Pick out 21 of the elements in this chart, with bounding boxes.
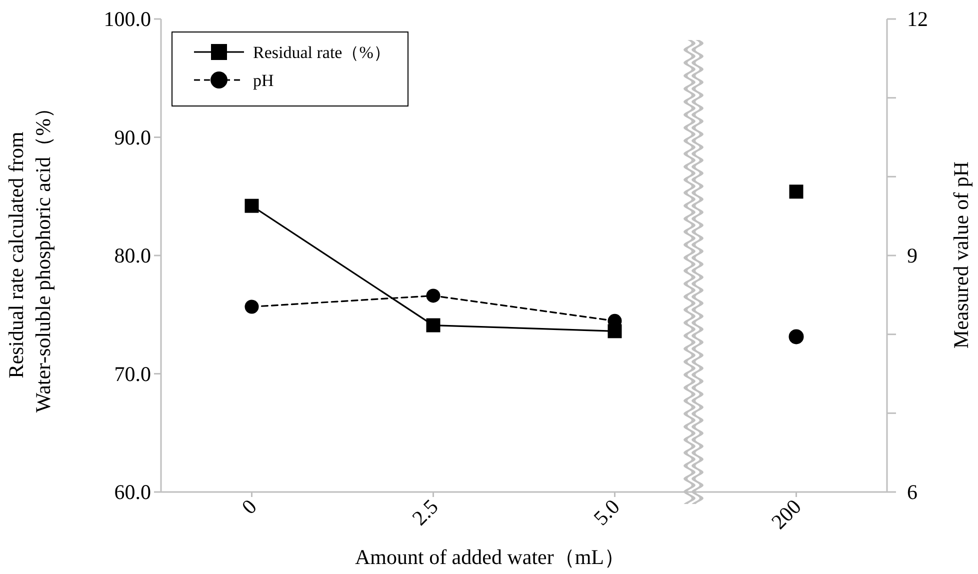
- legend-label: pH: [253, 71, 274, 90]
- y2-tick-label: 12: [907, 7, 928, 31]
- point: [426, 288, 440, 303]
- y-axis-title: Residual rate calculated from Water-soluble phosphoric acid（%）: [4, 97, 55, 413]
- x-tick-label: 2.5: [407, 494, 443, 530]
- legend-label: Residual rate（%）: [253, 43, 390, 62]
- x-tick-label: 200: [766, 494, 806, 534]
- x-axis-title: Amount of added water（mL）: [354, 545, 626, 569]
- y2-tick-label: 9: [907, 244, 918, 268]
- y2-tick-label: 6: [907, 480, 918, 504]
- point: [244, 198, 259, 213]
- y-tick-label: 70.0: [114, 362, 151, 386]
- y-tick-label: 100.0: [104, 7, 151, 31]
- y-tick-label: 90.0: [114, 125, 151, 150]
- x-tick-label: 5.0: [588, 494, 624, 530]
- point: [244, 300, 259, 314]
- y-tick-label: 60.0: [114, 480, 151, 504]
- y-tick-label: 80.0: [114, 244, 151, 268]
- x-tick-label: 0: [236, 494, 262, 519]
- point: [426, 318, 440, 332]
- y2-axis-title: Measured value of pH: [949, 161, 973, 349]
